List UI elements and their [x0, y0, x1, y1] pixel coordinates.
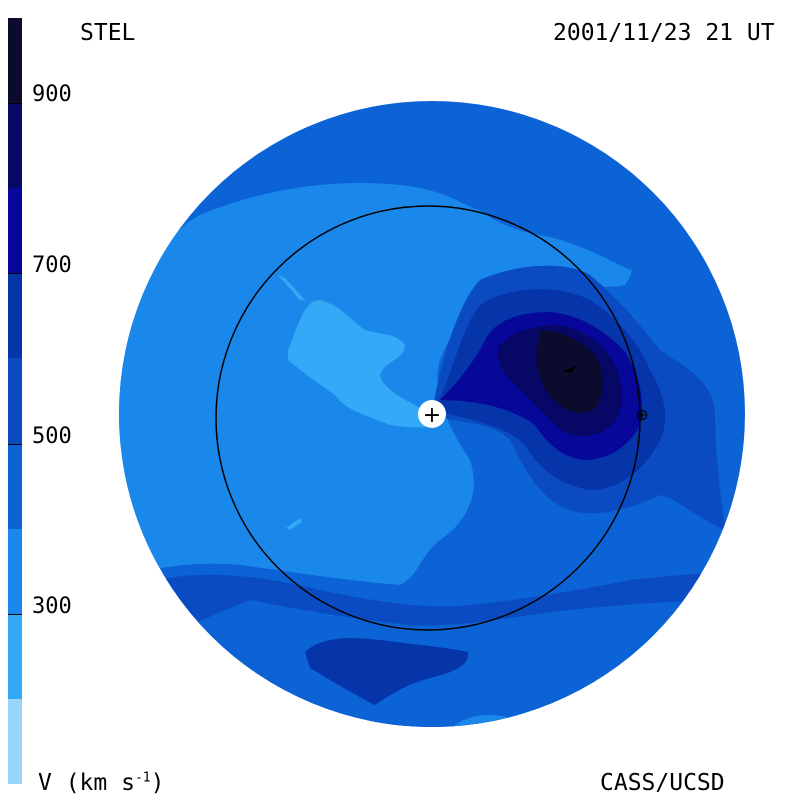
velocity-colorbar — [8, 18, 22, 785]
earth-orbit-circle — [215, 205, 641, 631]
velocity-region-200-streak — [278, 275, 305, 300]
colorbar-band-100 — [8, 698, 22, 785]
colorbar-tick-500: 500 — [32, 424, 72, 449]
colorbar-band-500 — [8, 358, 22, 445]
colorbar-band-800 — [8, 103, 22, 189]
colorbar-tick-mark-900 — [8, 103, 22, 105]
colorbar-band-300 — [8, 528, 22, 615]
timestamp-label: 2001/11/23 21 UT — [553, 20, 775, 46]
sun-symbol: + — [423, 403, 441, 428]
colorbar-tick-700: 700 — [32, 253, 72, 278]
earth-symbol: ⊕ — [635, 405, 648, 424]
colorbar-tick-900: 900 — [32, 82, 72, 107]
colorbar-band-200 — [8, 613, 22, 700]
velocity-region-600-lower — [305, 638, 469, 705]
velocity-region-400-upper — [470, 175, 640, 270]
colorbar-band-900 — [8, 18, 22, 104]
colorbar-band-700 — [8, 188, 22, 274]
velocity-region-200-streak-2 — [286, 518, 302, 530]
velocity-region-200 — [288, 300, 440, 428]
colorbar-band-600 — [8, 273, 22, 359]
peak-marker — [563, 366, 577, 373]
observatory-label: STEL — [80, 20, 136, 46]
colorbar-band-400 — [8, 443, 22, 530]
colorbar-tick-mark-500 — [8, 443, 22, 445]
sun-marker — [418, 400, 446, 428]
credit-label: CASS/UCSD — [600, 770, 725, 796]
colorbar-tick-mark-700 — [8, 273, 22, 275]
colorbar-tick-300: 300 — [32, 594, 72, 619]
colorbar-tick-mark-300 — [8, 613, 22, 615]
units-label: V (km s-1) — [38, 770, 165, 796]
